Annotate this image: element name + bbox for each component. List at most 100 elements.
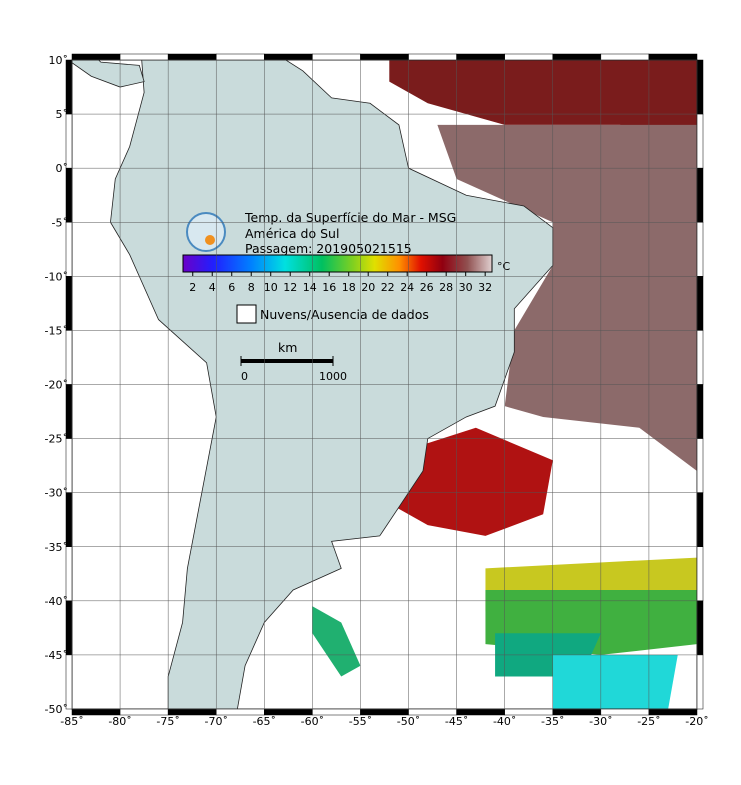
central-america [72,60,145,88]
frame-bar [312,53,361,61]
sst-patch [552,654,678,709]
frame-bar [65,546,73,602]
lon-tick-label: -70˚ [204,715,227,728]
frame-bar [696,276,704,331]
colorbar-tick-label: 4 [209,281,216,294]
frame-bar [360,53,409,61]
legend-label: Nuvens/Ausencia de dados [260,307,429,322]
lon-tick-label: -35˚ [541,715,564,728]
frame-bar [696,600,704,656]
colorbar [182,254,493,273]
colorbar-tick-label: 6 [228,281,235,294]
colorbar-tick-label: 2 [189,281,196,294]
frame-bar [696,492,704,547]
lat-tick-label: -5˚ [52,216,68,229]
lon-tick-label: -75˚ [156,715,179,728]
frame-bar [65,167,73,223]
lon-tick-label: -30˚ [589,715,612,728]
lat-tick-label: -50˚ [45,703,68,716]
colorbar-tick-label: 12 [283,281,297,294]
frame-bar [408,53,457,61]
colorbar-tick-label: 16 [322,281,336,294]
scale-tick-label: 1000 [319,370,347,383]
lat-tick-label: 0˚ [56,162,69,175]
inpe-logo [186,212,226,252]
logo-dot [205,235,215,245]
frame-bar [696,438,704,493]
lon-tick-label: -20˚ [685,715,708,728]
frame-bar [696,167,704,223]
lat-tick-label: 5˚ [56,108,69,121]
lat-tick-label: -15˚ [45,324,68,337]
frame-bar [696,222,704,277]
frame-bar [600,53,650,61]
frame-bar [65,654,73,710]
colorbar-tick-label: 14 [303,281,317,294]
frame-bar [696,384,704,439]
frame-bar [71,53,121,61]
lat-tick-label: -30˚ [45,487,68,500]
colorbar-tick-label: 32 [478,281,492,294]
lat-tick-label: -20˚ [45,379,68,392]
sst-patch [312,606,361,677]
frame-bar [696,113,704,169]
colorbar-tick-label: 18 [342,281,356,294]
colorbar-tick-label: 22 [381,281,395,294]
colorbar-tick-label: 30 [459,281,473,294]
frame-bar [648,53,698,61]
colorbar-tick-label: 26 [420,281,434,294]
frame-bar [65,438,73,493]
colorbar-unit: °C [497,260,511,273]
frame-bar [696,59,704,115]
sst-patch [389,427,553,536]
title: Temp. da Superfície do Mar - MSG [244,210,456,225]
frame-bar [456,53,505,61]
region: América do Sul [245,226,339,241]
frame-bar [215,53,265,61]
colorbar-tick-label: 24 [400,281,414,294]
lat-tick-label: -35˚ [45,541,68,554]
frame-bar [65,59,73,115]
scale-bar-body [241,359,333,363]
lon-tick-label: -25˚ [637,715,660,728]
lon-tick-label: -45˚ [445,715,468,728]
frame-bar [552,53,602,61]
frame-bar [65,222,73,277]
frame-bars [65,53,704,716]
lon-tick-label: -60˚ [301,715,324,728]
sst-patch [389,60,697,147]
colorbar-tick-label: 8 [248,281,255,294]
frame-bar [264,53,313,61]
frame-bar [65,384,73,439]
frame-bar [65,492,73,547]
scale-tick-label: 0 [241,370,248,383]
lon-tick-label: -85˚ [60,715,83,728]
lon-tick-label: -50˚ [397,715,420,728]
frame-bar [65,276,73,331]
frame-bar [696,546,704,602]
lat-tick-label: -25˚ [45,433,68,446]
lon-tick-label: -80˚ [108,715,131,728]
frame-bar [696,330,704,385]
frame-bar [65,113,73,169]
colorbar-tick-label: 10 [264,281,278,294]
scale-bar: 0 1000 [240,356,347,383]
lat-tick-label: -10˚ [45,270,68,283]
frame-bar [167,53,217,61]
pass: Passagem: 201905021515 [245,241,412,256]
scale-unit: km [278,340,297,355]
frame-bar [65,600,73,656]
colorbar-tick-label: 28 [439,281,453,294]
frame-bar [696,654,704,710]
lon-tick-label: -65˚ [253,715,276,728]
colorbar-tick-label: 20 [361,281,375,294]
frame-bar [65,330,73,385]
lat-tick-label: 10˚ [49,54,69,67]
lat-tick-label: -45˚ [45,649,68,662]
lon-tick-label: -40˚ [493,715,516,728]
frame-bar [119,53,169,61]
lat-tick-label: -40˚ [45,595,68,608]
map-area [72,60,697,709]
frame-bar [504,53,554,61]
